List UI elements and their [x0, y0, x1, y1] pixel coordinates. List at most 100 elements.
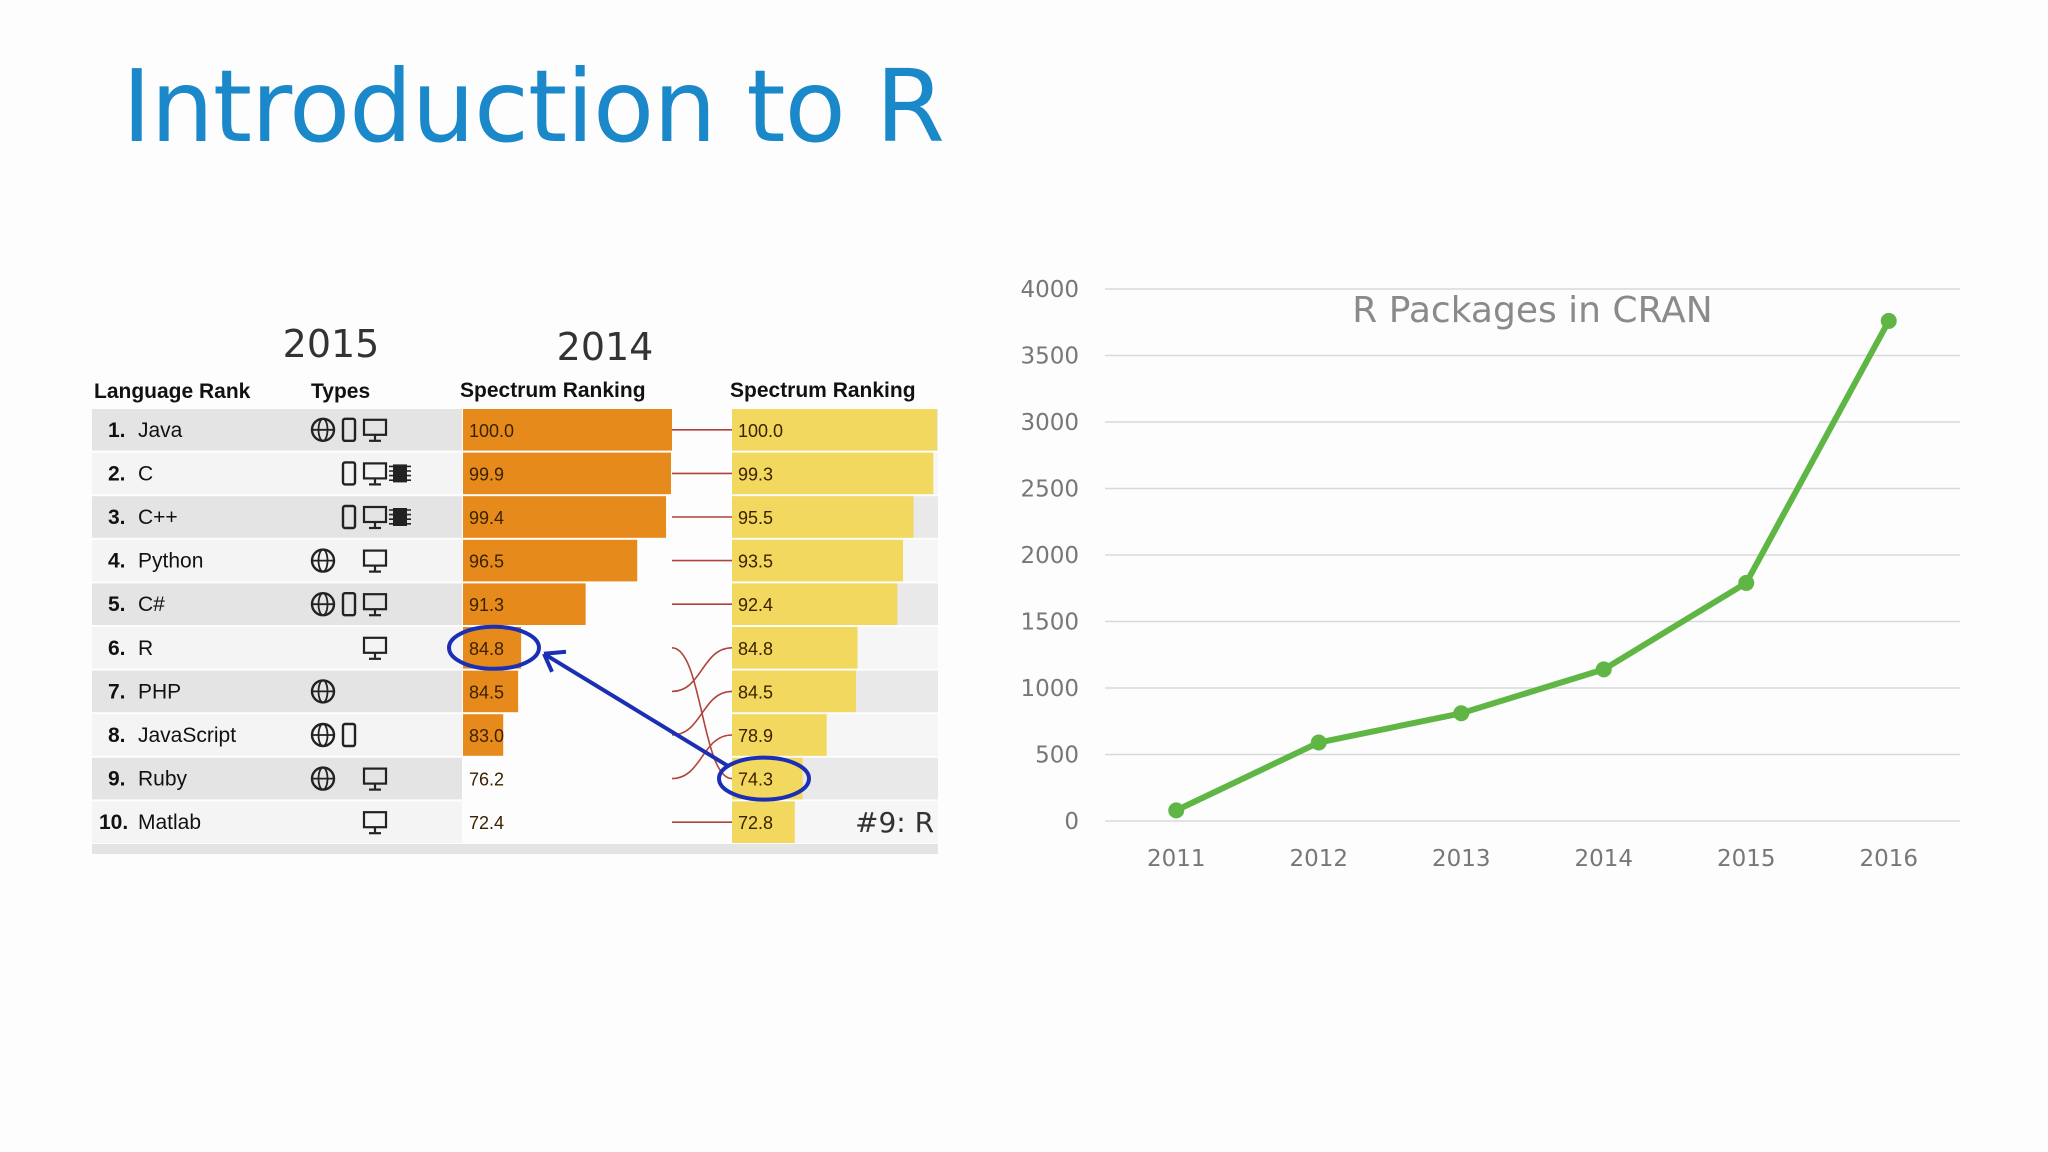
rank-connector	[671, 734, 733, 780]
table-row-bg	[92, 714, 462, 756]
score-2015-label: 96.5	[469, 552, 504, 572]
data-point	[1310, 734, 1327, 751]
desktop-icon	[362, 549, 388, 573]
rank-connector	[671, 690, 733, 736]
desktop-icon	[362, 418, 388, 442]
x-tick-label: 2015	[1717, 846, 1776, 872]
embedded-icon	[389, 508, 411, 526]
y-tick-label: 3500	[1020, 344, 1079, 370]
rank-number: 4.	[108, 550, 126, 573]
rank-number: 1.	[108, 419, 126, 442]
desktop-icon	[362, 767, 388, 791]
language-name: Ruby	[138, 768, 188, 791]
language-name: C	[138, 462, 153, 485]
series-line	[1174, 319, 1892, 814]
rank-number: 6.	[108, 637, 126, 660]
x-tick-label: 2013	[1432, 846, 1491, 872]
data-point	[1595, 661, 1612, 678]
mobile-icon	[341, 461, 357, 486]
desktop-icon	[362, 593, 388, 617]
score-2015-label: 83.0	[469, 726, 504, 746]
table-row-bg	[92, 757, 462, 800]
rank-number: 5.	[108, 593, 126, 616]
score-2014-label: 95.5	[738, 508, 773, 528]
score-2014-label: 74.3	[738, 770, 773, 790]
score-2015-label: 72.4	[469, 813, 504, 833]
mobile-icon	[341, 592, 357, 617]
data-point	[1738, 574, 1755, 591]
score-2015-label: 84.5	[469, 682, 504, 702]
r-rank-note: #9: R	[855, 806, 934, 839]
x-tick-label: 2012	[1289, 846, 1348, 872]
bar-2014	[732, 583, 898, 625]
score-2015-label: 76.2	[469, 770, 504, 790]
embedded-icon	[389, 464, 411, 483]
language-name: Python	[138, 550, 203, 573]
year-2015-label: 2015	[283, 322, 380, 366]
bar-2015	[463, 409, 672, 451]
table-row-bg	[92, 583, 462, 625]
data-point	[1880, 312, 1897, 329]
arrow-head-icon	[542, 649, 567, 673]
y-tick-label: 2000	[1020, 543, 1079, 569]
score-2014-label: 84.8	[738, 639, 773, 659]
bar-2015	[463, 496, 667, 538]
web-icon	[310, 766, 336, 791]
desktop-icon	[362, 462, 388, 486]
language-name: R	[138, 637, 153, 660]
score-2014-label: 84.5	[738, 682, 773, 702]
bar-2014	[732, 801, 795, 843]
rank-number: 2.	[108, 462, 126, 485]
header-language-rank: Language Rank	[94, 380, 251, 403]
desktop-icon	[362, 505, 388, 530]
bar-2015	[463, 714, 504, 756]
desktop-icon	[362, 811, 388, 835]
table-row-bg	[92, 539, 462, 582]
score-2014-label: 92.4	[738, 595, 773, 615]
web-icon	[310, 722, 336, 748]
slide-title: Introduction to R	[122, 48, 945, 165]
cran-packages-chart: 0 500 1000 1500 2000 2500 3000 3500 4000 2011 2012…	[1020, 277, 1960, 872]
rank-move-arrow	[542, 652, 731, 769]
bar-2014	[732, 714, 827, 756]
score-2015-label: 99.9	[469, 464, 504, 484]
highlight-circle-2014	[717, 755, 811, 802]
data-point	[1453, 705, 1470, 722]
header-spectrum-2014: Spectrum Ranking	[730, 379, 916, 402]
rank-number: 3.	[108, 506, 126, 529]
language-name: C++	[138, 506, 178, 529]
y-tick-label: 1000	[1020, 676, 1079, 702]
mobile-icon	[341, 417, 357, 443]
header-spectrum-2015: Spectrum Ranking	[460, 379, 646, 402]
score-2015-label: 100.0	[469, 421, 514, 441]
rank-number: 10.	[99, 811, 128, 834]
bar-2015	[463, 583, 586, 625]
web-icon	[310, 679, 336, 704]
bar-2014	[732, 452, 934, 495]
language-name: Matlab	[138, 811, 201, 834]
score-2015-label: 84.8	[469, 639, 504, 659]
table-row-bg	[92, 409, 462, 451]
language-name: PHP	[138, 680, 181, 703]
mobile-icon	[341, 722, 357, 748]
language-ranking-table: 2015 2014 Language Rank Types Spectrum Ranki…	[92, 322, 938, 854]
bar-2014	[732, 670, 856, 713]
header-types: Types	[311, 380, 370, 403]
y-tick-label: 0	[1064, 809, 1079, 835]
table-footer	[92, 844, 938, 854]
table-row-bg	[92, 627, 462, 669]
year-2014-label: 2014	[557, 325, 654, 369]
y-tick-label: 500	[1035, 743, 1079, 769]
mobile-icon	[341, 504, 357, 530]
bar-2015	[463, 539, 638, 582]
y-tick-label: 2500	[1020, 477, 1079, 503]
table-row-bg	[92, 801, 462, 843]
table-row-bg	[92, 670, 462, 713]
score-2014-label: 72.8	[738, 813, 773, 833]
bar-2015	[463, 670, 519, 713]
web-icon	[310, 417, 336, 443]
rank-number: 7.	[108, 680, 126, 703]
data-point	[1168, 802, 1185, 819]
language-name: C#	[138, 593, 165, 616]
score-2014-label: 99.3	[738, 464, 773, 484]
